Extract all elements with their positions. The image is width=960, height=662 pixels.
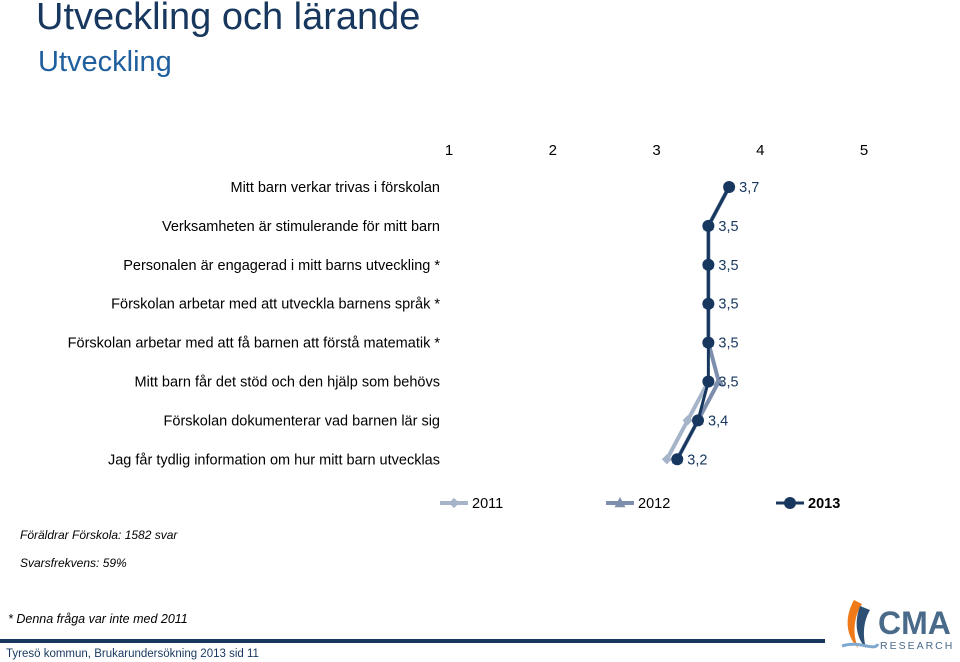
data-point-2013 [702,297,715,310]
category-label: Verksamheten är stimulerande för mitt ba… [162,219,440,235]
x-tick-label: 1 [445,142,453,159]
respondents-note: Föräldrar Förskola: 1582 svar [20,528,178,542]
page-title: Utveckling och lärande [36,0,421,38]
data-label: 3,7 [739,180,759,196]
footer-divider [0,639,825,643]
response-rate-note: Svarsfrekvens: 59% [20,556,127,570]
data-label: 3,5 [718,375,738,391]
data-point-2013 [702,258,715,271]
data-label: 3,5 [718,297,738,313]
logo-sail-icon [847,600,862,648]
footer-text: Tyresö kommun, Brukarundersökning 2013 s… [6,648,259,660]
data-point-2013 [702,219,715,232]
data-point-2013 [702,375,715,388]
legend-marker-2013 [784,497,796,509]
data-point-2013 [692,414,704,427]
category-label: Förskolan arbetar med att utveckla barne… [111,297,440,313]
category-label: Förskolan dokumenterar vad barnen lär si… [164,413,440,429]
category-label: Mitt barn får det stöd och den hjälp som… [135,375,440,391]
legend-label-2011: 2011 [472,496,503,512]
data-point-2013 [723,181,736,193]
data-point-2011 [661,454,672,465]
data-point-2013 [702,336,715,349]
cma-logo: CMA RESEARCH [841,600,954,652]
data-point-2013 [671,453,684,466]
x-tick-label: 4 [756,142,764,159]
logo-text: CMA [878,605,951,641]
x-tick-label: 2 [549,142,557,159]
category-label: Jag får tydlig information om hur mitt b… [108,452,440,468]
legend-label-2013: 2013 [808,496,840,512]
x-tick-label: 3 [652,142,660,159]
series-line-2013 [675,186,731,461]
logo-subtext: RESEARCH [880,640,954,652]
page-subtitle: Utveckling [38,46,172,78]
legend-marker-2011 [448,497,460,509]
x-tick-label: 5 [860,142,868,159]
data-label: 3,4 [708,413,728,429]
footnote: * Denna fråga var inte med 2011 [8,612,188,626]
data-label: 3,5 [718,219,738,235]
legend-label-2012: 2012 [638,496,670,512]
legend-marker-2012 [614,497,626,508]
category-label: Mitt barn verkar trivas i förskolan [230,180,440,196]
data-label: 3,5 [718,258,738,274]
data-point-2011 [682,415,693,426]
category-label: Personalen är engagerad i mitt barns utv… [123,258,440,274]
data-point-2012 [713,375,725,386]
data-label: 3,5 [718,336,738,352]
category-label: Förskolan arbetar med att få barnen att … [68,336,441,352]
data-label: 3,2 [687,452,707,468]
